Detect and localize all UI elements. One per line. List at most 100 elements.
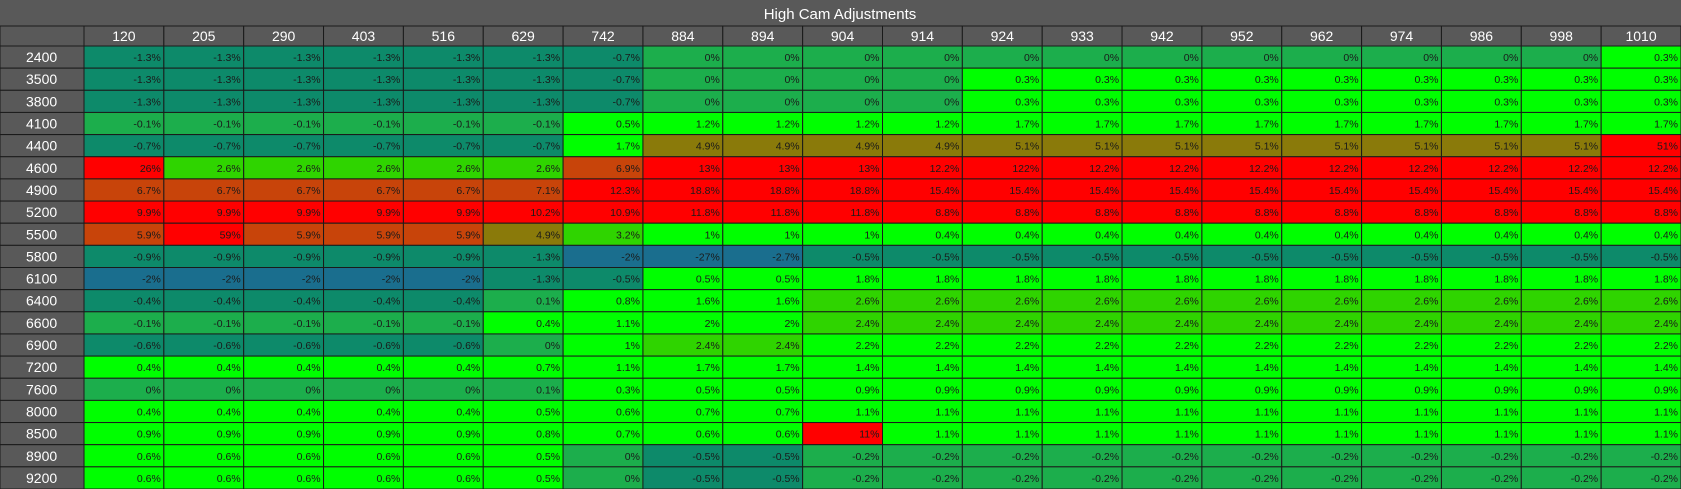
row-header-label: 3500 [26, 71, 57, 87]
cell-value-label: -0.1% [533, 119, 560, 131]
cell-value-label: -0.5% [1012, 251, 1039, 263]
cell-value-label: 1.7% [1175, 119, 1199, 131]
cell-value-label: 1.1% [1095, 429, 1119, 441]
column-header-label: 120 [112, 28, 136, 44]
cell-value-label: -1.3% [293, 96, 320, 108]
cell-value-label: 2.4% [1574, 318, 1598, 330]
cell-value-label: 2.4% [856, 318, 880, 330]
cell-value-label: 6.7% [376, 185, 400, 197]
row-header-label: 5800 [26, 248, 57, 264]
cell-value-label: -0.6% [373, 340, 400, 352]
cell-value-label: 1.1% [1654, 406, 1678, 418]
cell-value-label: 0.3% [1095, 96, 1119, 108]
row-header-label: 9200 [26, 470, 57, 486]
cell-value-label: -0.2% [1491, 451, 1518, 463]
cell-value-label: 0.5% [776, 274, 800, 286]
cell-value-label: 0.3% [1175, 96, 1199, 108]
cell-value-label: 0.3% [1415, 96, 1439, 108]
cell-value-label: 4.9% [696, 141, 720, 153]
cell-value-label: 12.2% [1648, 163, 1678, 175]
cell-value-label: 1.1% [1574, 406, 1598, 418]
cell-value-label: 0% [1343, 52, 1358, 64]
cell-value-label: 1.1% [616, 362, 640, 374]
row-header-label: 7200 [26, 359, 57, 375]
cell-value-label: -1.3% [213, 96, 240, 108]
cell-value-label: 2.2% [1654, 340, 1678, 352]
cell-value-label: 12.2% [1568, 163, 1598, 175]
cell-value-label: 0.3% [1654, 96, 1678, 108]
cell-value-label: -0.7% [613, 52, 640, 64]
cell-value-label: 1.8% [856, 274, 880, 286]
cell-value-label: 0.4% [1494, 229, 1518, 241]
cell-value-label: 0% [864, 96, 879, 108]
cell-value-label: -0.2% [1251, 451, 1278, 463]
cell-value-label: 8.8% [935, 207, 959, 219]
cell-value-label: 15.4% [1409, 185, 1439, 197]
cell-value-label: -1.3% [213, 52, 240, 64]
cell-value-label: 8.8% [1015, 207, 1039, 219]
cell-value-label: 0.9% [1415, 384, 1439, 396]
cell-value-label: 8.8% [1095, 207, 1119, 219]
cell-value-label: 51% [1657, 141, 1678, 153]
cell-value-label: 0.7% [536, 362, 560, 374]
cell-value-label: 1.1% [616, 318, 640, 330]
cell-value-label: 2.2% [1335, 340, 1359, 352]
cell-value-label: 0.9% [376, 429, 400, 441]
cell-value-label: 13% [779, 163, 800, 175]
cell-value-label: -1.3% [373, 52, 400, 64]
cell-value-label: 2.2% [856, 340, 880, 352]
column-header-label: 974 [1390, 28, 1414, 44]
column-header-label: 962 [1310, 28, 1334, 44]
cell-value-label: 2.6% [1015, 296, 1039, 308]
cell-value-label: 11.8% [771, 207, 800, 219]
cell-value-label: 0.6% [297, 473, 321, 485]
column-header-label: 290 [272, 28, 296, 44]
cell-value-label: 6.9% [616, 163, 640, 175]
column-header-label: 205 [192, 28, 216, 44]
cell-value-label: 1.7% [696, 362, 720, 374]
column-header-label: 998 [1550, 28, 1574, 44]
cell-value-label: -0.1% [293, 318, 320, 330]
cell-value-label: 1.1% [1494, 406, 1518, 418]
cell-value-label: 0% [784, 74, 799, 86]
cell-value-label: 9.9% [297, 207, 321, 219]
cell-value-label: 0% [705, 74, 720, 86]
cell-value-label: 18.8% [850, 185, 880, 197]
cell-value-label: 0.9% [297, 429, 321, 441]
cell-value-label: 1.7% [1654, 119, 1678, 131]
cell-value-label: 1.8% [935, 274, 959, 286]
column-header-label: 952 [1230, 28, 1254, 44]
cell-value-label: 2.4% [935, 318, 959, 330]
cell-value-label: -0.2% [1571, 473, 1598, 485]
cell-value-label: -0.2% [1171, 473, 1198, 485]
cell-value-label: 1.7% [1335, 119, 1359, 131]
cell-value-label: 6.7% [137, 185, 161, 197]
cell-value-label: 2.2% [1494, 340, 1518, 352]
cell-value-label: 0.4% [1415, 229, 1439, 241]
cell-value-label: -0.9% [213, 251, 240, 263]
cell-value-label: 1.1% [1015, 429, 1039, 441]
cell-value-label: -0.1% [133, 119, 160, 131]
cell-value-label: 2.6% [217, 163, 241, 175]
cell-value-label: 1.1% [1415, 406, 1439, 418]
cell-value-label: 1.8% [1494, 274, 1518, 286]
cell-value-label: -0.5% [852, 251, 879, 263]
cell-value-label: -0.7% [613, 74, 640, 86]
cell-value-label: 1.1% [935, 406, 959, 418]
cell-value-label: 1.2% [856, 119, 880, 131]
cell-value-label: 2.4% [1415, 318, 1439, 330]
cell-value-label: -1.3% [533, 274, 560, 286]
cell-value-label: 0.4% [1335, 229, 1359, 241]
cell-value-label: 1.8% [1335, 274, 1359, 286]
cell-value-label: 0% [1024, 52, 1039, 64]
cell-value-label: 0.6% [137, 473, 161, 485]
cell-value-label: 5.1% [1095, 141, 1119, 153]
cell-value-label: -0.2% [932, 473, 959, 485]
cell-value-label: -0.7% [293, 141, 320, 153]
cell-value-label: -1.3% [533, 96, 560, 108]
cell-value-label: 2.6% [1574, 296, 1598, 308]
cell-value-label: -0.6% [293, 340, 320, 352]
cell-value-label: 1.6% [776, 296, 800, 308]
row-headers: 2400 3500 3800 4100 4400 4600 4900 5200 5500 5800… [0, 45, 85, 489]
cell-value-label: 0.4% [376, 362, 400, 374]
